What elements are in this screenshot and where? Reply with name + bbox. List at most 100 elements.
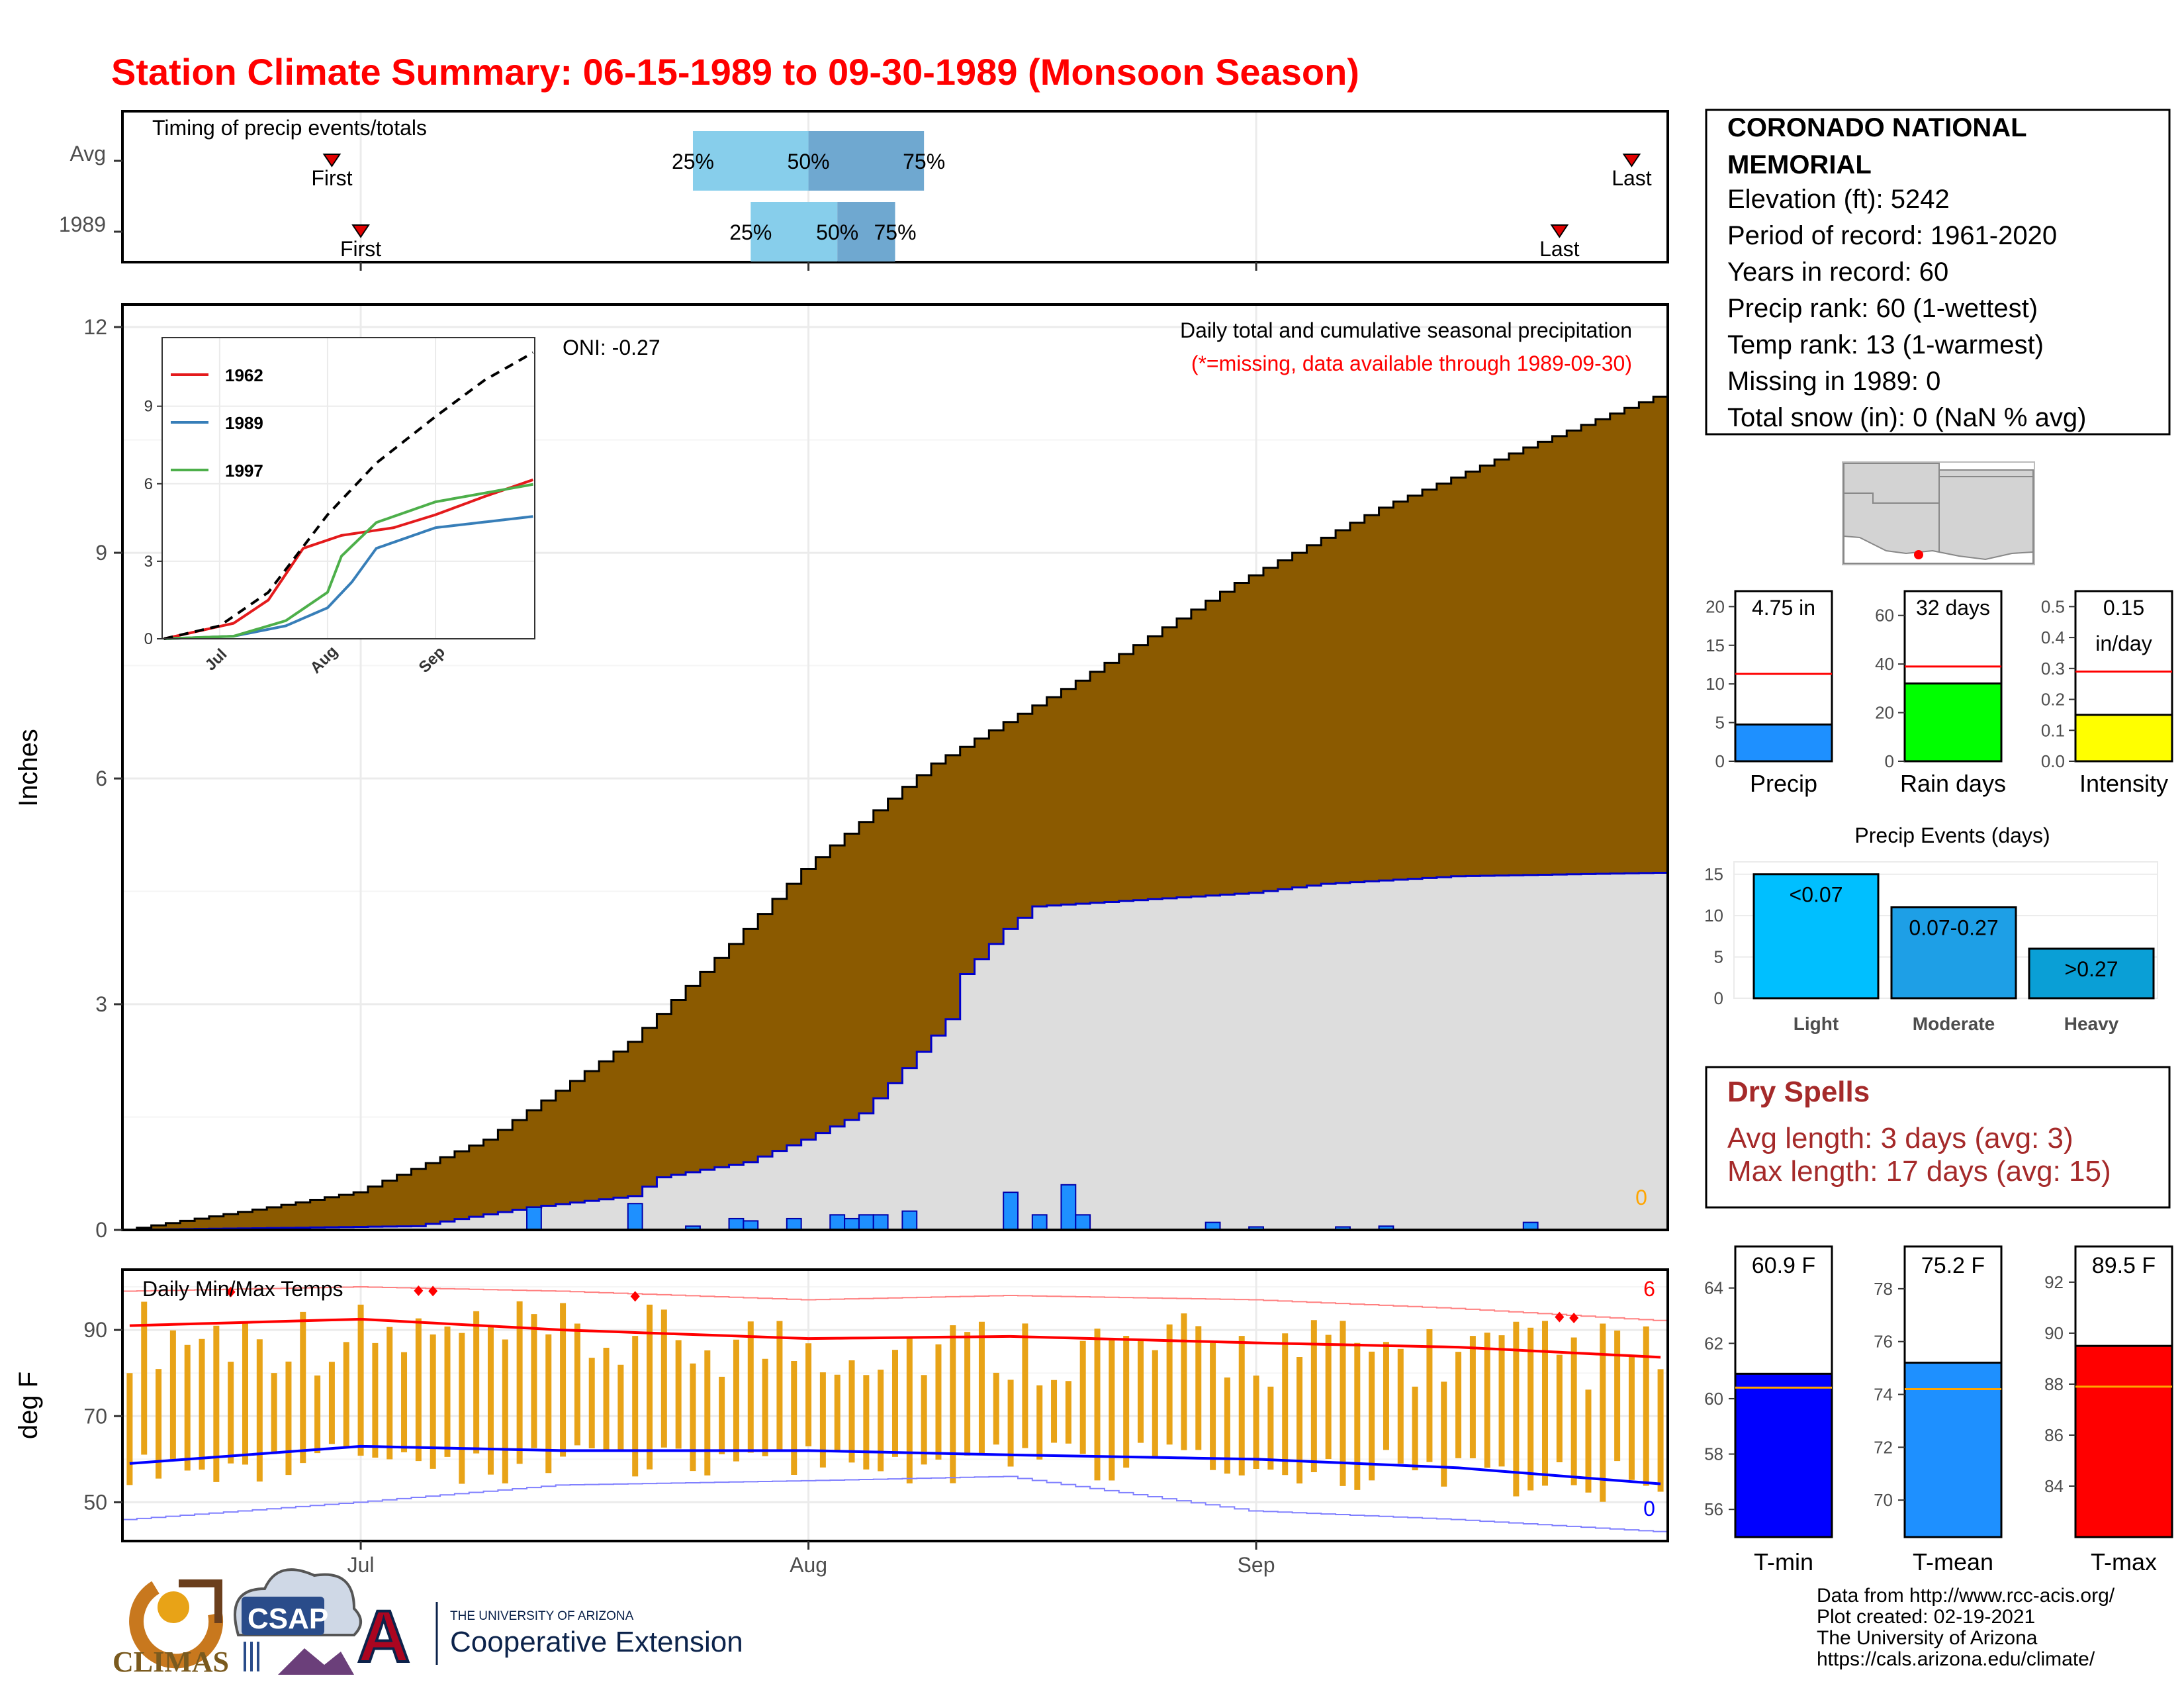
summary-value-label-2: 0.15	[2103, 596, 2144, 620]
temp-summary-ticklabel-1-3: 76	[1874, 1332, 1893, 1352]
dry-spells-title: Dry Spells	[1727, 1076, 1870, 1108]
record-high-marker-1	[414, 1285, 424, 1296]
record-high-marker-3	[630, 1291, 640, 1302]
temp-summary-ticklabel-1-1: 72	[1874, 1437, 1893, 1457]
summary-ticklabel-2-2: 0.2	[2041, 690, 2065, 710]
temp-summary-bar-0	[1734, 1372, 1833, 1538]
precip-ytick-label-2: 6	[95, 767, 107, 790]
temp-summary-ticklabel-2-2: 88	[2044, 1374, 2064, 1394]
timing-p50-label-0: 50%	[788, 150, 830, 173]
event-bar-label-2: >0.27	[2065, 957, 2118, 981]
station-info-frame	[1705, 109, 2171, 436]
ua-small-text: THE UNIVERSITY OF ARIZONA	[450, 1609, 634, 1623]
daily-precip-bar-10	[901, 1210, 918, 1231]
record-low-count: 0	[1643, 1497, 1655, 1521]
temp-summary-name-0: T-min	[1754, 1548, 1813, 1575]
observed-cumulative-precip-area	[122, 872, 1668, 1230]
daily-precip-bar-0	[526, 1206, 542, 1231]
daily-precip-bar-6	[829, 1214, 846, 1231]
temp-summary-ticklabel-2-0: 84	[2044, 1476, 2064, 1496]
dry-spells-frame	[1705, 1066, 2171, 1209]
record-high-marker-0	[226, 1286, 236, 1297]
temp-summary-bar-1	[1903, 1362, 2003, 1538]
daily-precip-bar-4	[743, 1220, 759, 1231]
credit-university: The University of Arizona	[1817, 1627, 2038, 1649]
temp-summary-ticklabel-1-2: 74	[1874, 1384, 1893, 1404]
timing-p25-label-0: 25%	[672, 150, 714, 173]
timing-bar-upper-0	[808, 131, 925, 191]
station-location-marker	[1914, 550, 1923, 559]
temp-summary-ticklabel-0-0: 56	[1704, 1499, 1723, 1519]
summary-ticklabel-0-0: 0	[1715, 751, 1725, 771]
inset-series-1962	[163, 478, 534, 640]
summary-ticklabel-1-1: 20	[1875, 703, 1894, 723]
precip-ytick-label-3: 9	[95, 541, 107, 565]
locator-map	[1842, 461, 2035, 565]
temp-summary-ticklabel-0-4: 64	[1704, 1278, 1723, 1298]
record-high-count: 6	[1643, 1277, 1655, 1301]
station-period: Period of record: 1961-2020	[1727, 221, 2057, 250]
temperature-panel-label: Daily Min/Max Temps	[142, 1277, 343, 1301]
first-event-marker-0	[322, 154, 341, 167]
daily-precip-bar-9	[872, 1214, 889, 1231]
temp-summary-name-2: T-max	[2091, 1548, 2157, 1575]
last-event-marker-1	[1550, 224, 1569, 238]
last-event-marker-0	[1622, 154, 1641, 167]
timing-bar-lower-1	[751, 202, 838, 261]
temp-summary-value-2: 89.5 F	[2092, 1253, 2156, 1278]
csap-logo-text: CSAP	[248, 1603, 328, 1635]
precip-y-axis-label: Inches	[14, 729, 43, 807]
credit-created: Plot created: 02-19-2021	[1817, 1606, 2035, 1628]
temp-ytick-label-1: 70	[83, 1404, 107, 1428]
event-category-0: Light	[1794, 1013, 1839, 1034]
precip-ytick-label-0: 0	[95, 1218, 107, 1242]
summary-ticklabel-2-3: 0.3	[2041, 659, 2065, 679]
figure-title: Station Climate Summary: 06-15-1989 to 0…	[111, 51, 1359, 93]
station-temp-rank: Temp rank: 13 (1-warmest)	[1727, 330, 2044, 359]
daily-precip-bar-1	[627, 1203, 643, 1231]
csap-logo: CSAP	[234, 1568, 362, 1675]
climas-logo: CLIMAS	[113, 1579, 229, 1678]
precip-events-title: Precip Events (days)	[1854, 823, 2050, 847]
daily-precip-bar-5	[786, 1217, 802, 1231]
summary-ticklabel-2-0: 0.0	[2041, 751, 2065, 771]
summary-bar-0	[1734, 724, 1833, 763]
summary-ticklabel-1-3: 60	[1875, 606, 1894, 626]
legend-1989: 1989	[225, 413, 263, 433]
record-high-line	[122, 1286, 1668, 1321]
temp-summary-ticklabel-1-4: 78	[1874, 1279, 1893, 1299]
last-event-label-1: Last	[1539, 237, 1580, 261]
daily-precip-bar-8	[858, 1214, 874, 1231]
timing-p50-label-1: 50%	[816, 220, 858, 244]
temp-summary-ticklabel-0-2: 60	[1704, 1389, 1723, 1409]
precip-ytick-label-1: 3	[95, 992, 107, 1016]
summary-bar-2	[2074, 714, 2173, 763]
oni-value: ONI: -0.27	[563, 336, 660, 359]
precip-subtitle: Daily total and cumulative seasonal prec…	[1180, 318, 1632, 342]
event-category-1: Moderate	[1913, 1013, 1995, 1034]
summary-value-label-1: 32 days	[1916, 596, 1990, 620]
temp-summary-ticklabel-2-4: 92	[2044, 1272, 2064, 1292]
event-bar-heavy	[2028, 947, 2155, 1000]
xtick-label-1: Aug	[790, 1553, 827, 1577]
summary-ticklabel-1-2: 40	[1875, 654, 1894, 674]
station-name: CORONADO NATIONAL	[1727, 113, 2027, 142]
summary-ticklabel-0-3: 15	[1706, 635, 1725, 655]
summary-ticklabel-2-5: 0.5	[2041, 596, 2065, 616]
legend-1997: 1997	[225, 461, 263, 481]
record-high-marker-4	[1555, 1311, 1565, 1323]
daily-precip-bar-3	[728, 1217, 745, 1231]
timing-row-avg-label: Avg	[69, 142, 106, 165]
xtick-label-2: Sep	[1238, 1553, 1275, 1577]
avg-tmin-line	[129, 1444, 1661, 1485]
station-snow: Total snow (in): 0 (NaN % avg)	[1727, 403, 2086, 432]
summary-ticklabel-1-0: 0	[1885, 751, 1894, 771]
timing-p75-label-1: 75%	[874, 220, 916, 244]
daily-precip-bar-13	[1060, 1184, 1077, 1231]
temp-ytick-label-0: 50	[83, 1490, 107, 1514]
temp-summary-value-0: 60.9 F	[1752, 1253, 1815, 1278]
temp-summary-ticklabel-2-1: 86	[2044, 1425, 2064, 1445]
credit-url: https://cals.arizona.edu/climate/	[1817, 1648, 2095, 1670]
avg-tmax-line	[129, 1317, 1661, 1359]
temp-ytick-label-2: 90	[83, 1318, 107, 1342]
